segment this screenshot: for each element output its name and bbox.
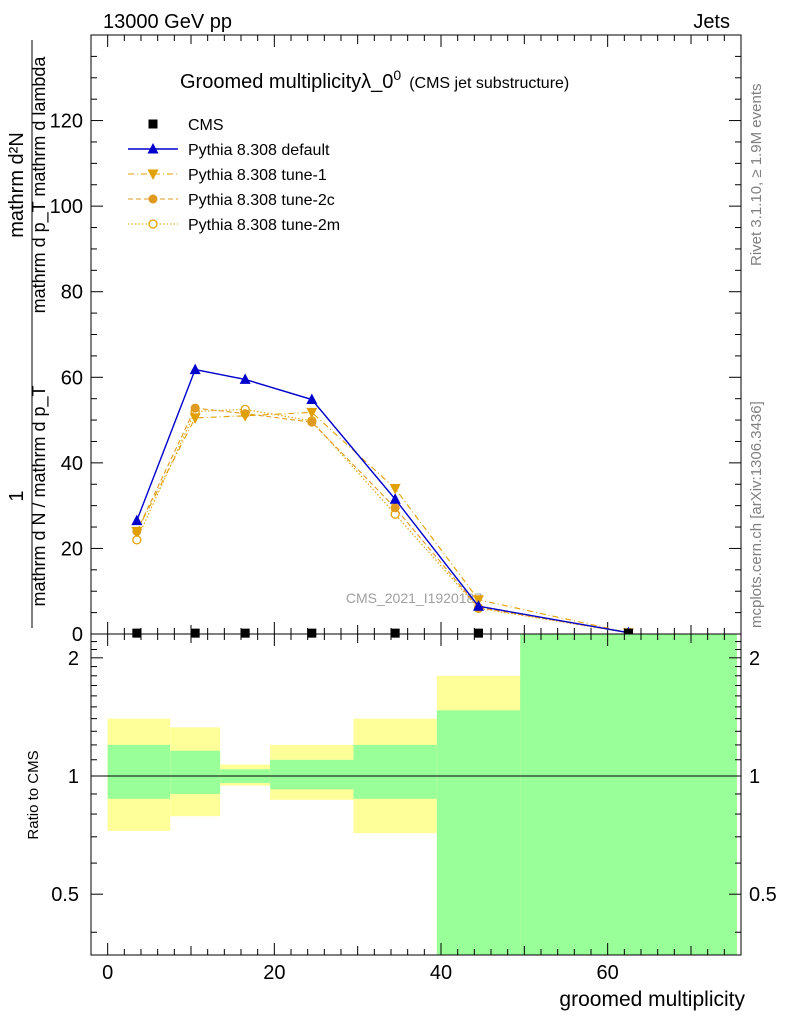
legend-marker-tune2c xyxy=(148,194,158,204)
legend-label-tune2c: Pythia 8.308 tune-2c xyxy=(188,192,335,209)
point-tune2c-1 xyxy=(190,403,200,413)
watermark: CMS_2021_I1920187 xyxy=(346,590,482,606)
point-default-5 xyxy=(473,600,484,611)
point-tune1-0 xyxy=(131,526,143,538)
legend-item-tune2m: Pythia 8.308 tune-2m xyxy=(128,217,340,234)
ratio-y-tick-label: 2 xyxy=(68,648,79,670)
legend-label-cms: CMS xyxy=(188,117,224,134)
point-tune1-2 xyxy=(239,411,251,422)
legend-marker-tune1 xyxy=(147,169,159,180)
series-cms xyxy=(132,628,633,638)
point-cms-4 xyxy=(390,628,400,638)
ratio-y-tick-label-right: 1 xyxy=(749,766,760,788)
series-group xyxy=(131,363,634,639)
top-title-main: Groomed multiplicityλ_0 xyxy=(180,71,393,93)
point-cms-6 xyxy=(624,628,633,638)
legend-item-tune2c: Pythia 8.308 tune-2c xyxy=(128,192,335,209)
legend-label-default: Pythia 8.308 default xyxy=(188,142,330,159)
mcplots-label: mcplots.cern.ch [arXiv:1306.3436] xyxy=(748,401,765,628)
top-ylabel-den: mathrm d p_T mathrm d lambda xyxy=(29,56,50,314)
ratio-band-inner-6 xyxy=(520,634,737,955)
x-axis-label: groomed multiplicity xyxy=(559,988,745,1011)
top-title: Groomed multiplicityλ_00 (CMS jet substru… xyxy=(180,67,569,93)
point-cms-5 xyxy=(474,628,483,638)
top-ylabel-num: mathrm d²N xyxy=(6,132,28,238)
legend-item-default: Pythia 8.308 default xyxy=(128,142,330,159)
x-ticks: 0 20 40 60 xyxy=(102,634,725,984)
top-ylabel: 1 mathrm d N / mathrm d p_T mathrm d²N m… xyxy=(6,40,50,628)
point-cms-1 xyxy=(190,628,200,638)
top-y-tick-label: 0 xyxy=(72,624,83,646)
point-default-2 xyxy=(239,373,251,384)
x-tick-label: 20 xyxy=(263,962,285,984)
ratio-panel: 0 20 40 60 0.5 0.5 1 1 2 2 xyxy=(51,633,777,984)
top-ylabel-pre-den: mathrm d N / mathrm d p_T xyxy=(29,385,50,606)
top-y-tick-label: 60 xyxy=(61,367,83,389)
ratio-band-inner-1 xyxy=(170,750,221,794)
point-cms-0 xyxy=(132,628,142,638)
x-tick-label: 40 xyxy=(430,962,452,984)
top-y-tick-label: 40 xyxy=(61,453,83,475)
ratio-y-tick-label: 1 xyxy=(68,766,79,788)
legend-item-tune1: Pythia 8.308 tune-1 xyxy=(128,167,327,184)
header-left: 13000 GeV pp xyxy=(103,11,232,33)
x-tick-label: 60 xyxy=(597,962,619,984)
legend-marker-cms xyxy=(148,119,158,129)
point-default-1 xyxy=(189,363,201,375)
ratio-band-inner-3 xyxy=(270,759,354,790)
x-tick-label: 0 xyxy=(102,962,113,984)
top-y-tick-label: 20 xyxy=(61,538,83,560)
top-title-sup: 0 xyxy=(393,67,401,83)
legend-label-tune1: Pythia 8.308 tune-1 xyxy=(188,167,327,184)
ratio-frame xyxy=(90,633,742,956)
header-right: Jets xyxy=(693,11,730,33)
rivet-label: Rivet 3.1.10, ≥ 1.9M events xyxy=(748,84,765,267)
top-y-ticks: 0 20 40 60 80 100 120 xyxy=(50,55,741,646)
point-default-0 xyxy=(131,514,143,526)
point-tune1-1 xyxy=(189,413,201,424)
top-ylabel-pre: 1 xyxy=(6,490,28,501)
legend-marker-tune2m xyxy=(148,219,158,229)
ratio-y-tick-label-right: 2 xyxy=(749,648,760,670)
ratio-bands xyxy=(107,634,737,955)
legend: CMS Pythia 8.308 default Pythia 8.308 tune… xyxy=(128,117,340,234)
point-cms-3 xyxy=(307,628,317,638)
point-default-4 xyxy=(389,493,401,504)
top-y-tick-label: 80 xyxy=(61,282,83,304)
ratio-band-inner-4 xyxy=(353,744,437,799)
legend-marker-default xyxy=(147,143,159,154)
legend-label-tune2m: Pythia 8.308 tune-2m xyxy=(188,217,340,234)
top-panel: 0 20 40 60 80 100 120 CMS Pythia 8.308 default Py… xyxy=(50,34,742,646)
top-y-tick-label: 120 xyxy=(50,111,83,133)
ratio-band-inner-0 xyxy=(107,744,171,799)
ratio-y-tick-label-right: 0.5 xyxy=(749,884,777,906)
ratio-y-tick-label: 0.5 xyxy=(51,884,79,906)
point-default-3 xyxy=(306,393,318,405)
point-tune1-4 xyxy=(389,484,401,495)
ratio-band-inner-5 xyxy=(436,710,521,955)
legend-item-cms: CMS xyxy=(148,117,224,134)
top-y-tick-label: 100 xyxy=(50,196,83,218)
point-tune1-3 xyxy=(306,407,318,419)
ratio-y-ticks: 0.5 0.5 1 1 2 2 xyxy=(51,641,777,933)
top-title-suffix: (CMS jet substructure) xyxy=(409,75,569,92)
point-cms-2 xyxy=(240,628,250,638)
point-tune2c-3 xyxy=(307,417,317,427)
point-tune2c-4 xyxy=(390,503,400,513)
ratio-ylabel: Ratio to CMS xyxy=(25,750,42,839)
series-tune1 xyxy=(131,407,634,639)
